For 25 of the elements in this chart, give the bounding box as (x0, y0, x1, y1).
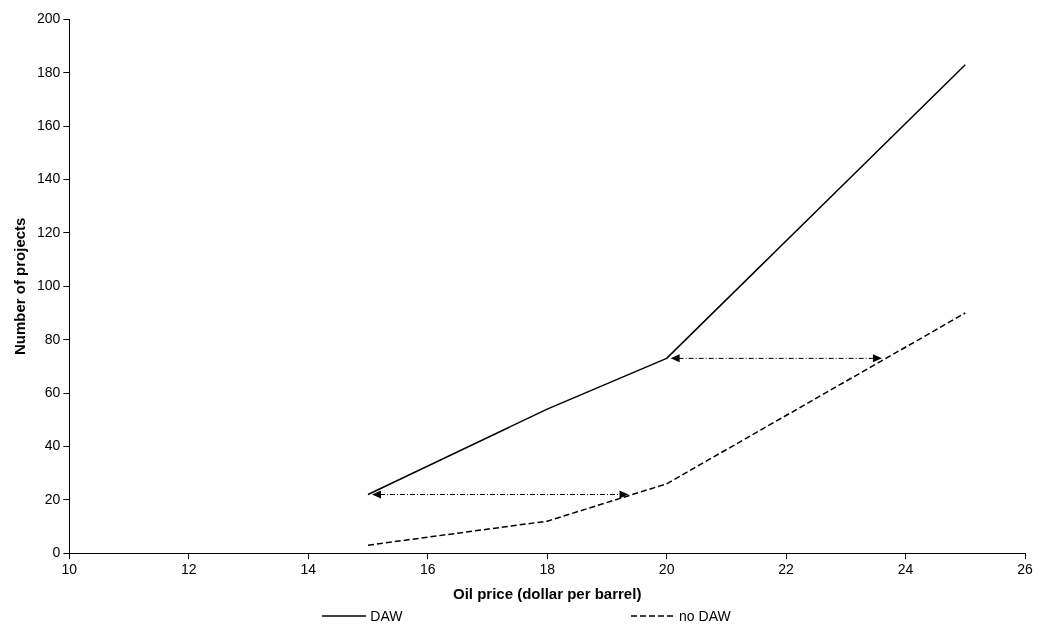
x-tick-label: 24 (897, 561, 914, 578)
y-tick-label: 60 (44, 383, 61, 400)
x-tick-label: 26 (1017, 561, 1033, 578)
legend-label: DAW (370, 608, 403, 624)
line-series (367, 312, 967, 546)
y-tick-label: 120 (37, 223, 61, 240)
x-tick-label: 18 (539, 561, 556, 578)
y-tick-label: 160 (37, 117, 61, 134)
y-tick-label: 40 (44, 437, 61, 454)
x-axis-title: Oil price (dollar per barrel) (452, 585, 642, 603)
x-tick-label: 12 (181, 561, 197, 578)
legend-label: no DAW (679, 608, 731, 624)
y-tick-label: 180 (37, 63, 61, 80)
y-tick-label: 20 (44, 490, 61, 507)
y-axis-title: Number of projects (11, 217, 29, 356)
y-tick-label: 100 (37, 277, 61, 294)
y-tick-label: 200 (37, 10, 61, 27)
x-tick-label: 14 (300, 561, 317, 578)
x-tick-label: 20 (658, 561, 675, 578)
x-tick-label: 22 (778, 561, 795, 578)
y-tick-label: 140 (37, 170, 61, 187)
x-tick-label: 16 (419, 561, 436, 578)
x-tick-label: 10 (61, 561, 78, 578)
y-tick-label: 80 (44, 330, 61, 347)
y-tick-label: 0 (52, 544, 61, 561)
